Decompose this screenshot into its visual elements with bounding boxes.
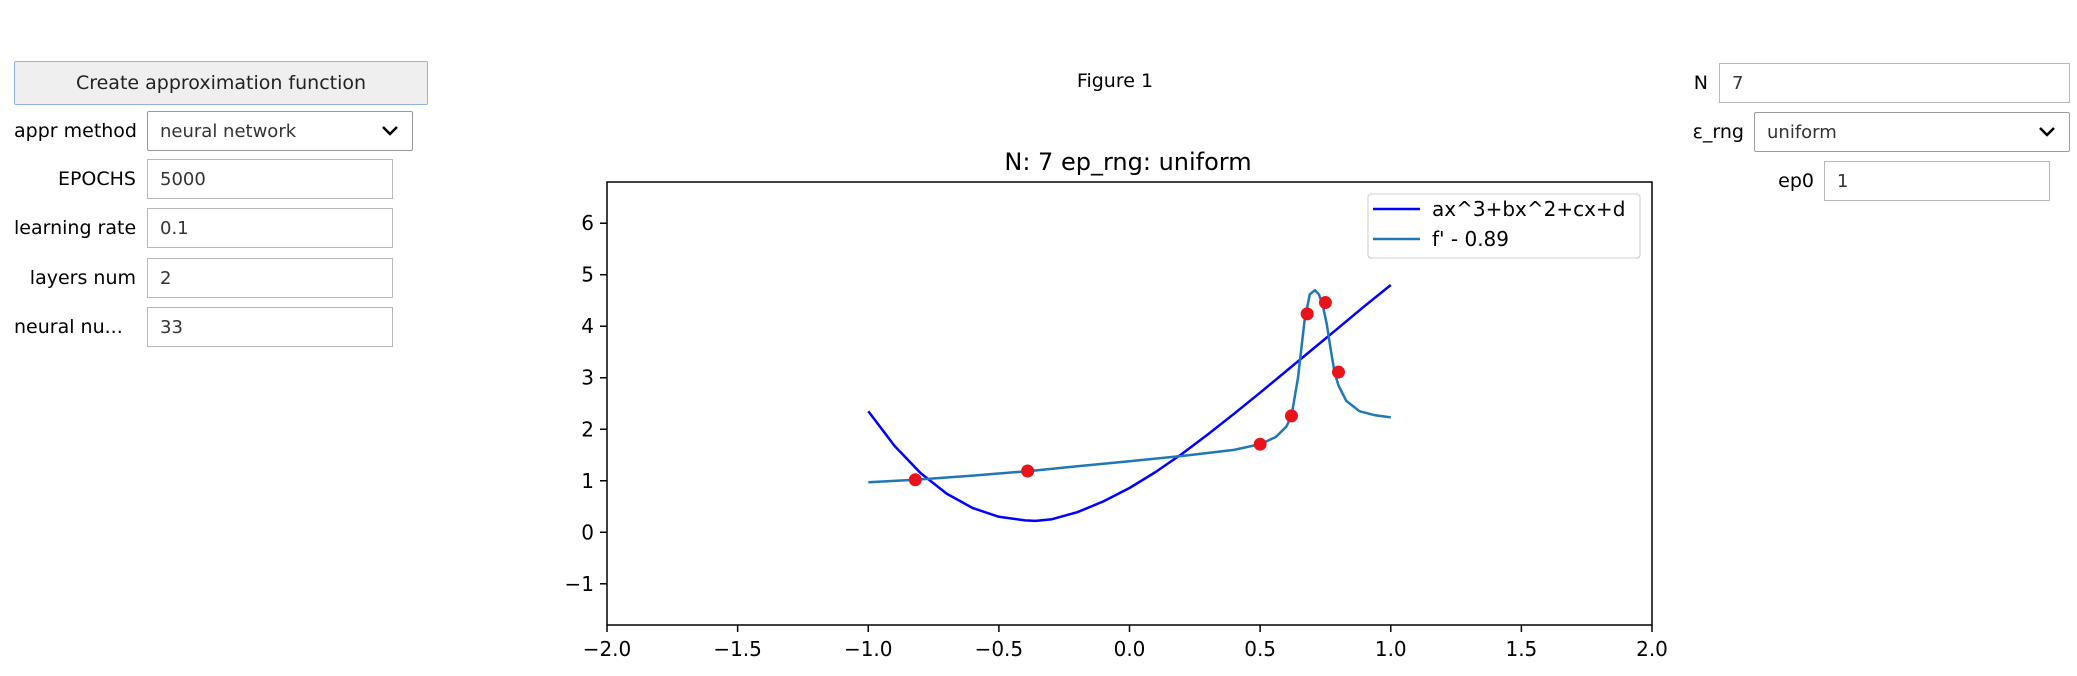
x-tick-label: 1.0 [1375, 637, 1407, 661]
y-tick-label: 0 [581, 520, 594, 544]
x-axis: −2.0 −1.5 −1.0 −0.5 0.0 0.5 1.0 1.5 2.0 [583, 625, 1668, 661]
y-tick-label: 1 [581, 469, 594, 493]
legend-label-1: f' - 0.89 [1432, 227, 1509, 251]
epochs-value: 5000 [160, 168, 206, 190]
neural-num-value: 33 [160, 316, 183, 338]
series-line-1 [868, 288, 1391, 484]
ep0-value: 1 [1837, 170, 1849, 192]
neural-num-input[interactable]: 33 [147, 307, 393, 347]
y-axis: −1 0 1 2 3 4 5 6 [565, 211, 607, 596]
x-tick-label: −1.0 [844, 637, 893, 661]
create-approximation-button[interactable]: Create approximation function [14, 61, 428, 105]
y-tick-label: 2 [581, 417, 594, 441]
data-point [1332, 365, 1345, 379]
y-tick-label: 5 [581, 263, 594, 287]
data-point [1318, 296, 1332, 310]
eps-rng-value: uniform [1767, 121, 1837, 143]
legend-box [1367, 193, 1641, 259]
neural-num-label: neural nu... [14, 316, 123, 338]
chart-title: N: 7 ep_rng: uniform [1004, 148, 1251, 176]
points-layer [908, 296, 1345, 487]
x-tick-label: −2.0 [583, 637, 632, 661]
chevron-down-icon [380, 121, 400, 141]
x-tick-label: 0.5 [1244, 637, 1276, 661]
y-tick-label: −1 [565, 572, 594, 596]
x-tick-label: −1.5 [713, 637, 762, 661]
ep0-input[interactable]: 1 [1824, 161, 2050, 201]
n-label: N [1693, 72, 1708, 94]
data-point [1253, 437, 1267, 451]
figure-window-title: Figure 1 [1076, 70, 1154, 92]
legend-label-0: ax^3+bx^2+cx+d [1432, 197, 1625, 221]
data-point [1021, 464, 1035, 478]
legend: ax^3+bx^2+cx+d f' - 0.89 [1367, 193, 1641, 259]
epochs-label: EPOCHS [57, 168, 136, 190]
chevron-down-icon [2037, 122, 2057, 142]
n-input[interactable]: 7 [1719, 63, 2070, 103]
data-point [1300, 307, 1314, 321]
appr-method-label: appr method [14, 120, 137, 142]
learning-rate-label: learning rate [14, 217, 137, 239]
eps-rng-label: ε_rng [1692, 121, 1744, 143]
series-layer [867, 284, 1392, 523]
appr-method-value: neural network [160, 120, 297, 142]
y-tick-label: 6 [581, 211, 594, 235]
x-tick-label: 2.0 [1636, 637, 1668, 661]
n-value: 7 [1732, 72, 1744, 94]
appr-method-select[interactable]: neural network [147, 111, 413, 151]
data-point [1284, 409, 1298, 423]
x-tick-label: 1.5 [1505, 637, 1537, 661]
learning-rate-value: 0.1 [160, 217, 189, 239]
y-tick-label: 3 [581, 366, 594, 390]
epochs-input[interactable]: 5000 [147, 159, 393, 199]
x-tick-label: 0.0 [1114, 637, 1146, 661]
layers-num-label: layers num [29, 267, 136, 289]
ep0-label: ep0 [1778, 170, 1814, 192]
data-point [908, 473, 922, 487]
learning-rate-input[interactable]: 0.1 [147, 208, 393, 248]
y-tick-label: 4 [581, 314, 594, 338]
series-line-0 [867, 284, 1392, 523]
x-tick-label: −0.5 [975, 637, 1024, 661]
layers-num-input[interactable]: 2 [147, 258, 393, 298]
layers-num-value: 2 [160, 267, 172, 289]
eps-rng-select[interactable]: uniform [1754, 112, 2070, 152]
